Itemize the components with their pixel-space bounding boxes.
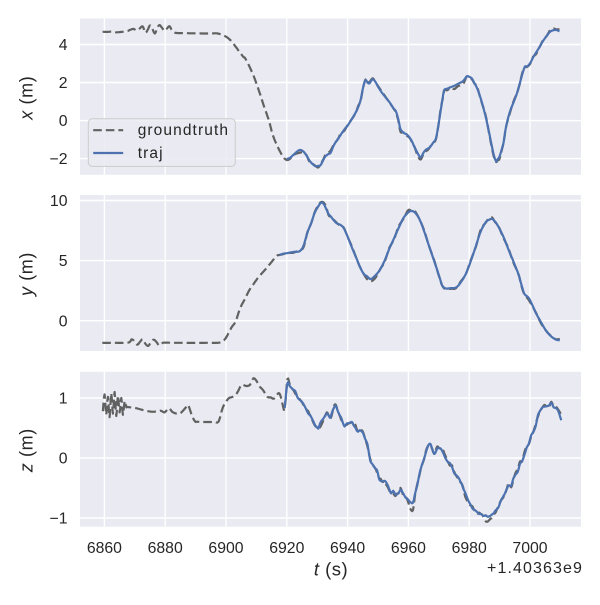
svg-text:traj: traj <box>138 145 164 162</box>
svg-text:6880: 6880 <box>148 540 183 557</box>
svg-text:−2: −2 <box>49 151 67 168</box>
svg-text:+1.40363e9: +1.40363e9 <box>487 560 583 577</box>
svg-text:6920: 6920 <box>269 540 304 557</box>
svg-text:t (s): t (s) <box>314 559 348 580</box>
svg-text:6860: 6860 <box>87 540 122 557</box>
svg-text:z (m): z (m) <box>17 428 37 473</box>
svg-text:0: 0 <box>59 451 68 468</box>
svg-text:2: 2 <box>59 75 68 92</box>
svg-text:groundtruth: groundtruth <box>138 122 229 139</box>
svg-text:0: 0 <box>59 313 68 330</box>
svg-text:−1: −1 <box>49 511 67 528</box>
svg-text:x (m): x (m) <box>17 76 37 121</box>
svg-text:5: 5 <box>59 253 68 270</box>
svg-text:6960: 6960 <box>391 540 426 557</box>
svg-text:6980: 6980 <box>452 540 487 557</box>
svg-text:10: 10 <box>50 193 68 210</box>
svg-text:y (m): y (m) <box>17 252 37 298</box>
svg-text:6940: 6940 <box>330 540 365 557</box>
svg-text:6900: 6900 <box>208 540 243 557</box>
svg-text:0: 0 <box>59 113 68 130</box>
svg-text:1: 1 <box>59 391 68 408</box>
svg-text:7000: 7000 <box>512 540 547 557</box>
svg-text:4: 4 <box>59 37 68 54</box>
